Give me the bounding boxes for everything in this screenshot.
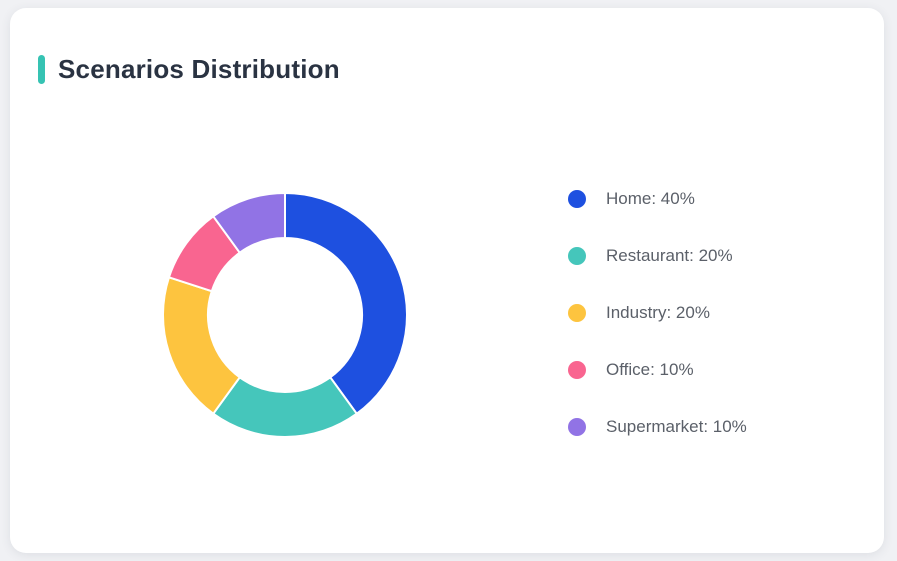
legend-label: Industry: 20% bbox=[606, 303, 710, 322]
donut-segment-restaurant[interactable] bbox=[212, 376, 358, 438]
legend-swatch-icon bbox=[568, 247, 586, 265]
legend-swatch-icon bbox=[568, 418, 586, 436]
legend-label: Office: 10% bbox=[606, 360, 694, 379]
legend-item-office[interactable]: Office: 10% bbox=[568, 360, 747, 380]
legend-item-industry[interactable]: Industry: 20% bbox=[568, 303, 747, 323]
donut-segment-supermarket[interactable] bbox=[212, 192, 286, 254]
legend-swatch-icon bbox=[568, 190, 586, 208]
legend-label: Restaurant: 20% bbox=[606, 246, 733, 265]
scenarios-card: Scenarios Distribution Home: 40% Restaura… bbox=[10, 8, 884, 553]
legend-label: Supermarket: 10% bbox=[606, 417, 747, 436]
legend: Home: 40% Restaurant: 20% Industry: 20% Off… bbox=[568, 189, 747, 437]
donut-segment-industry[interactable] bbox=[162, 276, 241, 415]
donut-chart bbox=[160, 190, 410, 440]
legend-label: Home: 40% bbox=[606, 189, 695, 208]
legend-item-home[interactable]: Home: 40% bbox=[568, 189, 747, 209]
card-title: Scenarios Distribution bbox=[58, 54, 340, 84]
donut-chart-svg bbox=[162, 192, 408, 438]
legend-swatch-icon bbox=[568, 304, 586, 322]
title-accent-bar bbox=[38, 55, 45, 84]
legend-item-supermarket[interactable]: Supermarket: 10% bbox=[568, 417, 747, 437]
donut-segment-home[interactable] bbox=[284, 192, 408, 415]
legend-swatch-icon bbox=[568, 361, 586, 379]
legend-item-restaurant[interactable]: Restaurant: 20% bbox=[568, 246, 747, 266]
card-header: Scenarios Distribution bbox=[38, 54, 340, 85]
